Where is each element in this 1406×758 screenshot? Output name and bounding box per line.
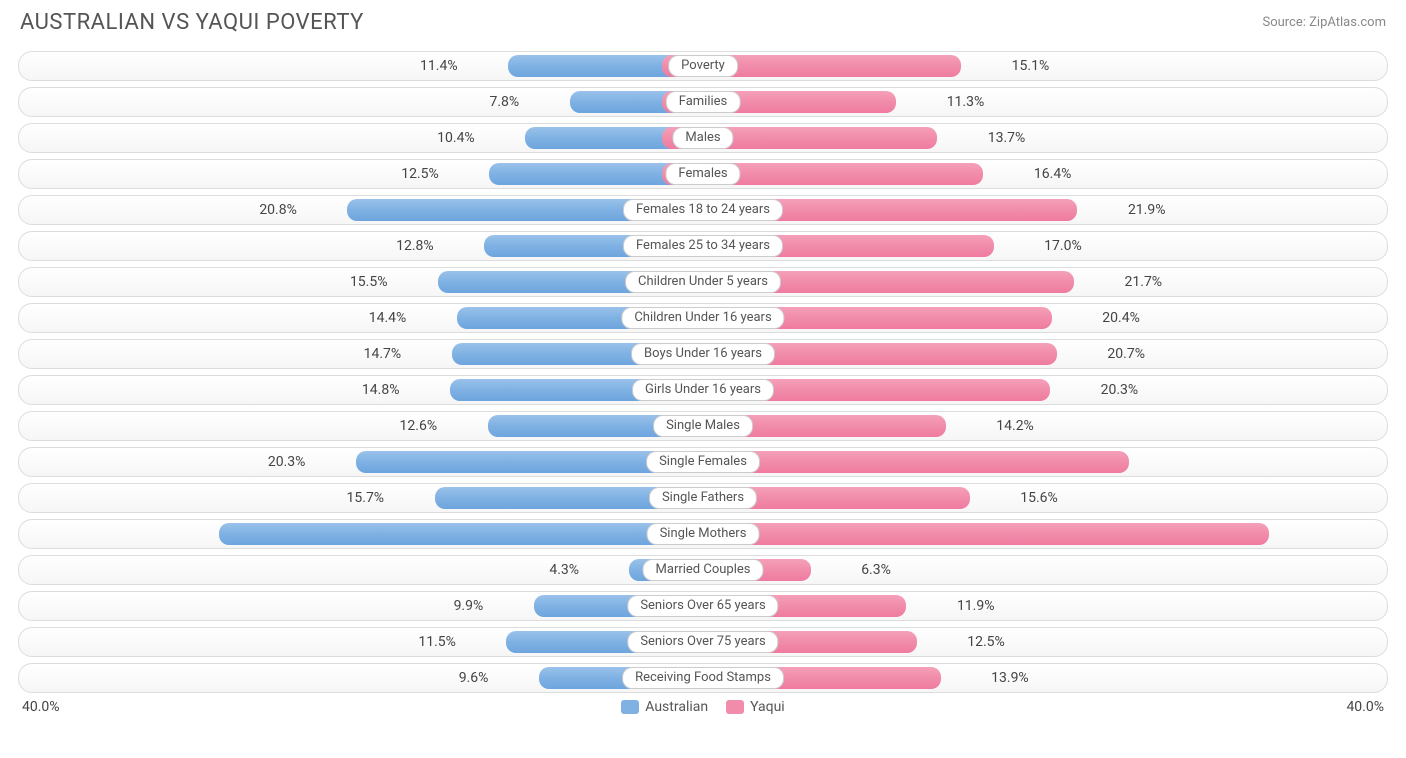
chart-row: 20.3%24.9%Single Females xyxy=(18,447,1388,477)
category-label: Single Males xyxy=(653,415,753,437)
category-label: Females 25 to 34 years xyxy=(623,235,783,257)
diverging-bar-chart: 11.4%15.1%Poverty7.8%11.3%Families10.4%1… xyxy=(18,51,1388,693)
value-right: 20.3% xyxy=(1095,376,1139,404)
value-right: 21.7% xyxy=(1119,268,1163,296)
chart-row: 14.8% 20.3% Girls Under 16 years xyxy=(18,375,1388,405)
chart-row: 12.8% 17.0% Females 25 to 34 years xyxy=(18,231,1388,261)
value-right: 15.6% xyxy=(1014,484,1058,512)
value-right: 17.0% xyxy=(1038,232,1082,260)
value-right: 11.3% xyxy=(941,88,985,116)
axis-max-right: 40.0% xyxy=(1346,699,1384,715)
value-right: 12.5% xyxy=(961,628,1005,656)
category-label: Poverty xyxy=(668,55,738,77)
axis-max-left: 40.0% xyxy=(22,699,60,715)
chart-header: AUSTRALIAN VS YAQUI POVERTY Source: ZipA… xyxy=(18,10,1388,35)
category-label: Seniors Over 75 years xyxy=(627,631,778,653)
value-left: 15.7% xyxy=(347,484,391,512)
legend-swatch-pink xyxy=(726,700,744,714)
chart-row: 12.6% 14.2% Single Males xyxy=(18,411,1388,441)
value-right: 13.9% xyxy=(985,664,1029,692)
value-left: 7.8% xyxy=(489,88,525,116)
value-right: 15.1% xyxy=(1006,52,1050,80)
value-left: 10.4% xyxy=(437,124,481,152)
value-right: 6.3% xyxy=(855,556,891,584)
value-right: 20.4% xyxy=(1096,304,1140,332)
chart-row: 11.4% 15.1% Poverty xyxy=(18,51,1388,81)
chart-row: 15.7% 15.6% Single Fathers xyxy=(18,483,1388,513)
value-left: 12.6% xyxy=(400,412,444,440)
value-right: 20.7% xyxy=(1101,340,1145,368)
category-label: Females xyxy=(665,163,740,185)
chart-row: 11.5% 12.5% Seniors Over 75 years xyxy=(18,627,1388,657)
value-right: 13.7% xyxy=(982,124,1026,152)
chart-row: 10.4% 13.7% Males xyxy=(18,123,1388,153)
chart-row: 12.5% 16.4% Females xyxy=(18,159,1388,189)
value-left: 14.7% xyxy=(364,340,408,368)
category-label: Single Mothers xyxy=(647,523,760,545)
chart-row: 4.3% 6.3% Married Couples xyxy=(18,555,1388,585)
chart-row: 9.9% 11.9% Seniors Over 65 years xyxy=(18,591,1388,621)
legend: Australian Yaqui xyxy=(621,699,784,715)
value-left: 20.3% xyxy=(268,448,312,476)
value-left: 9.6% xyxy=(459,664,495,692)
legend-item-australian: Australian xyxy=(621,699,708,715)
category-label: Married Couples xyxy=(643,559,764,581)
chart-row: 20.8% 21.9% Females 18 to 24 years xyxy=(18,195,1388,225)
category-label: Seniors Over 65 years xyxy=(627,595,778,617)
chart-row: 9.6% 13.9% Receiving Food Stamps xyxy=(18,663,1388,693)
chart-row: 14.7% 20.7% Boys Under 16 years xyxy=(18,339,1388,369)
chart-title: AUSTRALIAN VS YAQUI POVERTY xyxy=(20,10,364,35)
chart-row: 14.4% 20.4% Children Under 16 years xyxy=(18,303,1388,333)
value-left: 11.4% xyxy=(420,52,464,80)
value-right: 16.4% xyxy=(1028,160,1072,188)
category-label: Females 18 to 24 years xyxy=(623,199,783,221)
value-right: 21.9% xyxy=(1122,196,1166,224)
value-left: 4.3% xyxy=(549,556,585,584)
chart-row: 15.5% 21.7% Children Under 5 years xyxy=(18,267,1388,297)
category-label: Males xyxy=(672,127,733,149)
value-right: 14.2% xyxy=(990,412,1034,440)
value-left: 20.8% xyxy=(259,196,303,224)
legend-label-right: Yaqui xyxy=(750,699,785,715)
category-label: Families xyxy=(666,91,741,113)
chart-source: Source: ZipAtlas.com xyxy=(1262,15,1386,30)
chart-row: 7.8% 11.3% Families xyxy=(18,87,1388,117)
value-left: 14.8% xyxy=(362,376,406,404)
chart-footer: 40.0% Australian Yaqui 40.0% xyxy=(18,699,1388,715)
category-label: Children Under 16 years xyxy=(621,307,784,329)
value-left: 14.4% xyxy=(369,304,413,332)
legend-label-left: Australian xyxy=(645,699,708,715)
value-left: 9.9% xyxy=(454,592,490,620)
value-left: 15.5% xyxy=(350,268,394,296)
category-label: Single Females xyxy=(646,451,760,473)
legend-item-yaqui: Yaqui xyxy=(726,699,785,715)
value-left: 12.5% xyxy=(401,160,445,188)
value-right: 11.9% xyxy=(951,592,995,620)
value-left: 12.8% xyxy=(396,232,440,260)
value-left: 11.5% xyxy=(418,628,462,656)
category-label: Children Under 5 years xyxy=(625,271,781,293)
category-label: Girls Under 16 years xyxy=(632,379,774,401)
category-label: Receiving Food Stamps xyxy=(622,667,784,689)
legend-swatch-blue xyxy=(621,700,639,714)
chart-row: 28.3%33.1%Single Mothers xyxy=(18,519,1388,549)
category-label: Boys Under 16 years xyxy=(631,343,775,365)
category-label: Single Fathers xyxy=(649,487,757,509)
